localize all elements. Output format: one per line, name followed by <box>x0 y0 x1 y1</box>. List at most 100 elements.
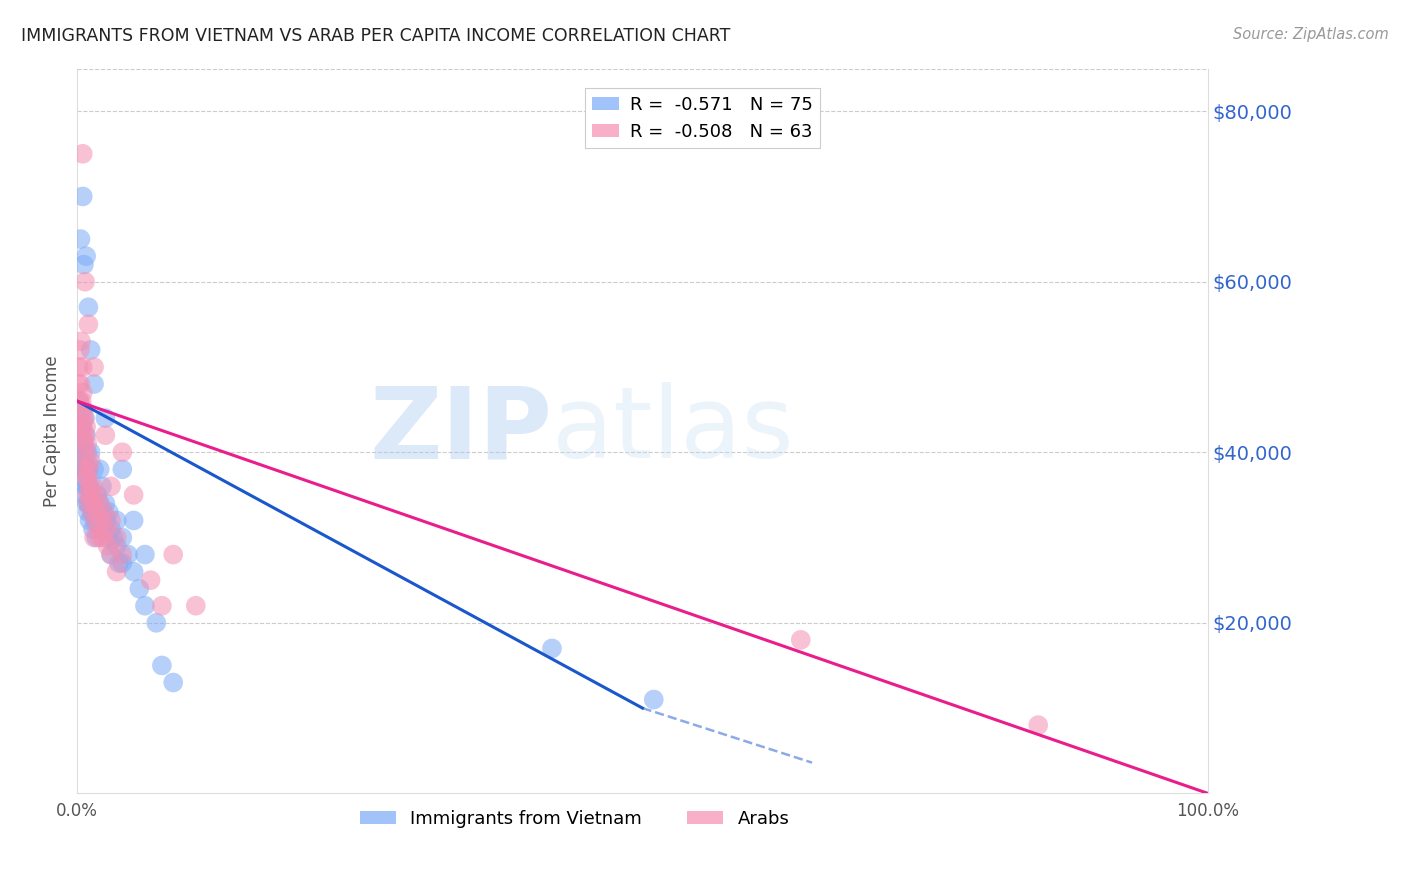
Point <box>70 402 93 417</box>
Point <box>70 436 93 450</box>
Point <box>72 189 94 203</box>
Point <box>76 436 98 450</box>
Point <box>82 479 104 493</box>
Point <box>84 513 107 527</box>
Point <box>79 513 101 527</box>
Point <box>70 419 93 434</box>
Point <box>73 436 96 450</box>
Text: IMMIGRANTS FROM VIETNAM VS ARAB PER CAPITA INCOME CORRELATION CHART: IMMIGRANTS FROM VIETNAM VS ARAB PER CAPI… <box>21 27 731 45</box>
Point <box>89 496 111 510</box>
Point <box>69 232 91 246</box>
Point <box>1026 718 1049 732</box>
Point <box>79 445 101 459</box>
Point <box>89 531 111 545</box>
Point <box>80 505 103 519</box>
Point <box>103 531 125 545</box>
Point <box>83 359 105 374</box>
Point <box>72 146 94 161</box>
Point <box>128 582 150 596</box>
Point <box>79 343 101 357</box>
Point <box>75 428 97 442</box>
Point <box>67 377 90 392</box>
Point <box>73 411 96 425</box>
Point <box>105 531 128 545</box>
Point <box>79 488 101 502</box>
Point <box>79 488 101 502</box>
Point <box>111 556 134 570</box>
Point <box>84 513 107 527</box>
Point <box>69 445 91 459</box>
Point <box>69 428 91 442</box>
Point <box>162 675 184 690</box>
Point <box>72 428 94 442</box>
Point <box>77 318 100 332</box>
Point <box>73 445 96 459</box>
Point <box>76 505 98 519</box>
Point <box>105 513 128 527</box>
Point <box>139 573 162 587</box>
Legend: Immigrants from Vietnam, Arabs: Immigrants from Vietnam, Arabs <box>353 803 797 835</box>
Point <box>91 531 114 545</box>
Point <box>73 428 96 442</box>
Point <box>90 522 112 536</box>
Point <box>150 658 173 673</box>
Point <box>97 539 120 553</box>
Point <box>100 522 122 536</box>
Point <box>77 496 100 510</box>
Point <box>73 402 96 417</box>
Point <box>67 394 90 409</box>
Point <box>100 548 122 562</box>
Point <box>73 488 96 502</box>
Point <box>86 505 108 519</box>
Point <box>67 394 90 409</box>
Point <box>79 479 101 493</box>
Point <box>75 419 97 434</box>
Point <box>75 445 97 459</box>
Text: atlas: atlas <box>553 383 793 479</box>
Text: ZIP: ZIP <box>370 383 553 479</box>
Point <box>93 522 115 536</box>
Point <box>70 411 93 425</box>
Point <box>87 505 110 519</box>
Point <box>69 377 91 392</box>
Point <box>79 479 101 493</box>
Point <box>108 556 131 570</box>
Point <box>77 496 100 510</box>
Point <box>76 496 98 510</box>
Point <box>73 462 96 476</box>
Point <box>87 522 110 536</box>
Point <box>75 462 97 476</box>
Point <box>94 522 117 536</box>
Point <box>89 462 111 476</box>
Point <box>643 692 665 706</box>
Point <box>94 411 117 425</box>
Point <box>97 531 120 545</box>
Point <box>541 641 564 656</box>
Point <box>111 445 134 459</box>
Point <box>111 531 134 545</box>
Point <box>83 531 105 545</box>
Point <box>100 479 122 493</box>
Point <box>75 454 97 468</box>
Point <box>117 548 139 562</box>
Point <box>73 462 96 476</box>
Point <box>96 513 118 527</box>
Point <box>72 359 94 374</box>
Point <box>89 496 111 510</box>
Point <box>75 249 97 263</box>
Point <box>83 462 105 476</box>
Point <box>76 445 98 459</box>
Point <box>73 275 96 289</box>
Point <box>72 471 94 485</box>
Point <box>145 615 167 630</box>
Point <box>93 505 115 519</box>
Point <box>75 479 97 493</box>
Point <box>67 359 90 374</box>
Point <box>94 496 117 510</box>
Point <box>111 462 134 476</box>
Point <box>67 411 90 425</box>
Point <box>150 599 173 613</box>
Point <box>122 565 145 579</box>
Point <box>80 505 103 519</box>
Point <box>72 454 94 468</box>
